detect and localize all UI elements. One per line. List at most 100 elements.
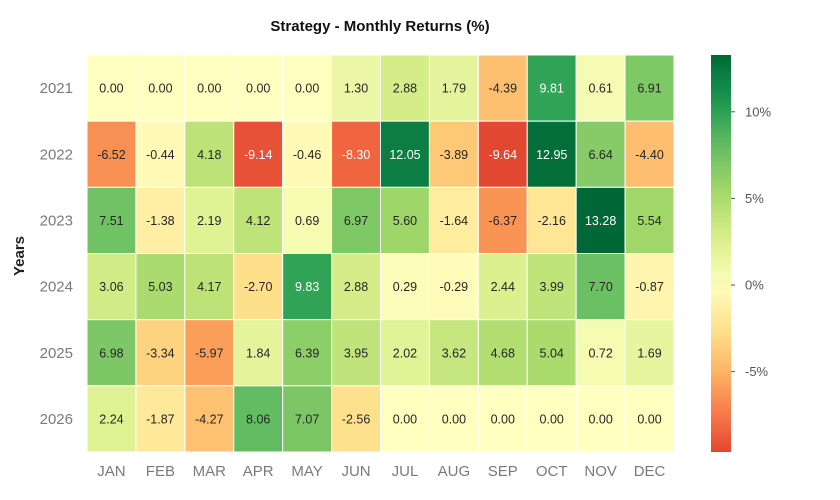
cell-value-label: 7.51 <box>99 214 123 228</box>
cell-value-label: 4.17 <box>197 280 221 294</box>
column-tick-label: MAR <box>193 463 227 480</box>
cell-value-label: -3.89 <box>440 148 469 162</box>
cell-value-label: 1.79 <box>442 82 466 96</box>
cell-value-label: 2.19 <box>197 214 221 228</box>
cell-value-label: -6.37 <box>489 214 518 228</box>
colorbar <box>711 55 731 452</box>
heatmap-cell <box>86 385 137 453</box>
heatmap-cell <box>135 385 186 453</box>
heatmap-cell <box>184 319 235 387</box>
heatmap-cell <box>86 186 137 254</box>
cell-value-label: -1.87 <box>146 412 175 426</box>
cell-value-label: 1.69 <box>637 346 661 360</box>
column-tick-label: SEP <box>488 463 518 480</box>
cell-value-label: 0.00 <box>197 82 221 96</box>
cell-value-label: 0.00 <box>148 82 172 96</box>
cell-value-label: 3.06 <box>99 280 123 294</box>
row-tick-label: 2021 <box>40 80 73 97</box>
heatmap-cell <box>380 319 430 387</box>
column-tick-labels: JAN FEB MAR APR MAY JUN JUL AUG SEP OCT NOV DEC <box>97 463 665 480</box>
cell-value-label: 9.83 <box>295 280 319 294</box>
cell-value-label: 3.62 <box>442 346 466 360</box>
cell-value-label: 0.00 <box>295 82 319 96</box>
heatmap-cell <box>526 385 577 453</box>
cell-value-label: 12.05 <box>389 148 420 162</box>
cell-value-label: -1.64 <box>440 214 469 228</box>
heatmap-cell <box>575 253 626 321</box>
cell-value-label: -4.39 <box>489 82 518 96</box>
cell-value-label: -0.44 <box>146 148 175 162</box>
colorbar-tick-label: 5% <box>745 191 764 206</box>
cell-value-label: 2.02 <box>393 346 417 360</box>
heatmap-cell <box>575 120 626 188</box>
heatmap-cell <box>428 120 479 188</box>
cell-value-label: 5.03 <box>148 280 172 294</box>
cell-value-label: -0.46 <box>293 148 322 162</box>
heatmap-cell <box>428 319 479 387</box>
cell-value-label: 6.91 <box>637 82 661 96</box>
heatmap-cell <box>575 319 626 387</box>
heatmap-cell <box>184 54 235 122</box>
column-tick-label: NOV <box>584 463 617 480</box>
heatmap-cell <box>428 385 479 453</box>
heatmap-cell <box>477 385 528 453</box>
cell-value-label: 3.95 <box>344 346 368 360</box>
heatmap-cell <box>331 120 382 188</box>
heatmap-cell <box>477 253 528 321</box>
heatmap-cell <box>184 186 235 254</box>
heatmap-cell <box>331 54 382 122</box>
column-tick-label: DEC <box>634 463 666 480</box>
column-tick-label: APR <box>243 463 274 480</box>
cell-value-label: -9.64 <box>489 148 518 162</box>
heatmap-cell <box>135 54 186 122</box>
cell-value-label: 5.04 <box>540 346 564 360</box>
heatmap-cell <box>233 186 284 254</box>
cell-value-label: 0.00 <box>637 412 661 426</box>
cell-value-label: 12.95 <box>536 148 567 162</box>
cell-value-label: -9.14 <box>244 148 273 162</box>
colorbar-tick-label: 10% <box>745 104 771 119</box>
heatmap-cell <box>624 120 675 188</box>
column-tick-label: AUG <box>438 463 471 480</box>
row-tick-labels: 2021 2022 2023 2024 2025 2026 <box>40 80 73 428</box>
cell-value-label: 0.00 <box>491 412 515 426</box>
column-tick-label: JUN <box>341 463 370 480</box>
heatmap-cell <box>135 120 186 188</box>
cell-value-label: 1.84 <box>246 346 270 360</box>
heatmap-cell <box>233 120 284 188</box>
cell-value-label: 13.28 <box>585 214 616 228</box>
heatmap-cell <box>428 54 479 122</box>
heatmap-cell <box>331 253 382 321</box>
cell-value-label: 0.29 <box>393 280 417 294</box>
heatmap-cell <box>526 54 577 122</box>
cell-value-label: -2.16 <box>537 214 566 228</box>
cell-value-label: -3.34 <box>146 346 175 360</box>
cell-value-label: -4.27 <box>195 412 224 426</box>
cell-value-label: 4.68 <box>491 346 515 360</box>
heatmap-cell <box>526 253 577 321</box>
row-tick-label: 2022 <box>40 146 73 163</box>
row-tick-label: 2023 <box>40 212 73 229</box>
cell-value-label: 0.69 <box>295 214 319 228</box>
heatmap-cell <box>380 120 430 188</box>
heatmap-cell <box>331 319 382 387</box>
chart-title: Strategy - Monthly Returns (%) <box>270 18 489 35</box>
cell-value-label: 0.00 <box>393 412 417 426</box>
heatmap-cell <box>86 319 137 387</box>
heatmap-cell <box>526 120 577 188</box>
heatmap-cell <box>624 54 675 122</box>
heatmap-cell <box>624 186 675 254</box>
colorbar-ticks: 10% 5% 0% -5% <box>731 104 771 379</box>
cell-value-label: 2.24 <box>99 412 123 426</box>
heatmap-cell <box>624 253 675 321</box>
cell-value-label: -4.40 <box>635 148 664 162</box>
column-tick-label: JUL <box>392 463 419 480</box>
colorbar-gradient <box>711 55 731 452</box>
row-tick-label: 2024 <box>40 279 73 296</box>
cell-value-label: 9.81 <box>540 82 564 96</box>
cell-value-label: -6.52 <box>97 148 126 162</box>
heatmap-cell <box>135 319 186 387</box>
cell-value-label: 4.18 <box>197 148 221 162</box>
heatmap-cell <box>380 186 430 254</box>
